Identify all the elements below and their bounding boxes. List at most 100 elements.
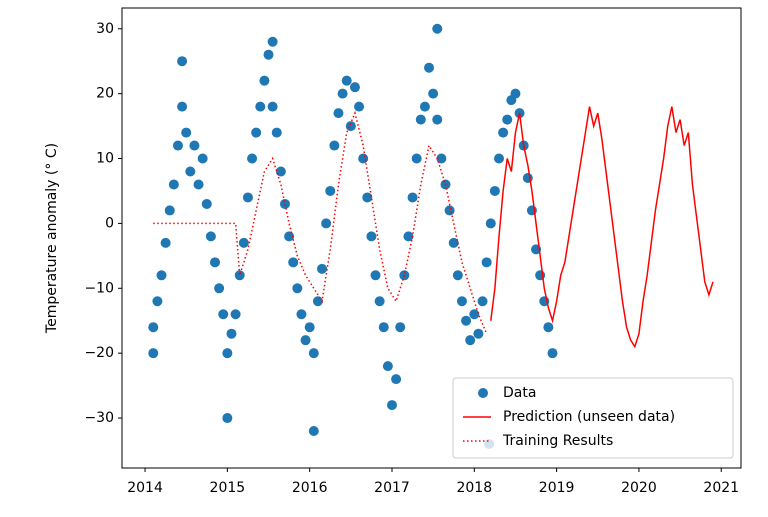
x-tick-label: 2014 xyxy=(127,480,163,496)
data-point xyxy=(469,309,480,320)
data-point xyxy=(300,335,311,346)
legend-box xyxy=(452,377,734,459)
y-tick-label: −20 xyxy=(84,345,114,361)
data-point xyxy=(172,140,183,151)
data-point xyxy=(485,218,496,229)
data-point xyxy=(452,270,463,281)
data-point xyxy=(226,328,237,339)
data-point xyxy=(502,114,513,125)
data-point xyxy=(370,270,381,281)
data-point xyxy=(284,231,295,242)
data-point xyxy=(148,322,159,333)
data-point xyxy=(177,56,188,67)
data-point xyxy=(395,322,406,333)
data-point xyxy=(419,101,430,112)
line xyxy=(490,106,714,349)
data-point xyxy=(477,296,488,307)
data-point xyxy=(181,127,192,138)
data-point xyxy=(337,88,348,99)
data-point xyxy=(374,296,385,307)
data-point xyxy=(205,231,216,242)
data-point xyxy=(242,192,253,203)
data-point xyxy=(358,153,369,164)
data-point xyxy=(345,121,356,132)
x-tick-label: 2016 xyxy=(292,480,328,496)
data-point xyxy=(333,108,344,119)
data-point xyxy=(160,237,171,248)
data-point xyxy=(547,348,558,359)
data-point xyxy=(193,179,204,190)
data-point xyxy=(349,82,360,93)
data-point xyxy=(288,257,299,268)
data-point xyxy=(308,426,319,437)
data-point xyxy=(304,322,315,333)
data-point xyxy=(424,62,435,73)
data-point xyxy=(308,348,319,359)
data-point xyxy=(325,185,336,196)
x-tick-label: 2021 xyxy=(703,480,739,496)
data-point xyxy=(317,263,328,274)
data-point xyxy=(152,296,163,307)
data-point xyxy=(164,205,175,216)
data-point xyxy=(148,348,159,359)
data-point xyxy=(432,23,443,34)
data-point xyxy=(407,192,418,203)
data-point xyxy=(543,322,554,333)
data-point xyxy=(197,153,208,164)
data-point xyxy=(267,36,278,47)
data-point xyxy=(428,88,439,99)
data-point xyxy=(362,192,373,203)
data-point xyxy=(391,374,402,385)
data-point xyxy=(522,172,533,183)
x-tick-label: 2015 xyxy=(210,480,246,496)
data-point xyxy=(354,101,365,112)
data-point xyxy=(448,237,459,248)
data-point xyxy=(329,140,340,151)
data-point xyxy=(292,283,303,294)
y-tick-label: 0 xyxy=(105,215,114,231)
data-point xyxy=(498,127,509,138)
y-tick-label: 20 xyxy=(96,86,114,102)
data-point xyxy=(432,114,443,125)
y-tick-label: 30 xyxy=(96,21,114,37)
legend-label: Training Results xyxy=(502,433,613,449)
data-point xyxy=(267,101,278,112)
x-tick-label: 2019 xyxy=(539,480,575,496)
data-point xyxy=(247,153,258,164)
legend-label: Data xyxy=(503,385,536,401)
data-point xyxy=(296,309,307,320)
data-point xyxy=(259,75,270,86)
data-point xyxy=(378,322,389,333)
data-point xyxy=(481,257,492,268)
x-tick-label: 2018 xyxy=(456,480,492,496)
data-point xyxy=(234,270,245,281)
data-point xyxy=(366,231,377,242)
line xyxy=(153,110,488,334)
data-point xyxy=(218,309,229,320)
data-point xyxy=(251,127,262,138)
data-point xyxy=(465,335,476,346)
data-point xyxy=(156,270,167,281)
y-tick-label: −30 xyxy=(84,410,114,426)
data-point xyxy=(210,257,221,268)
data-point xyxy=(444,205,455,216)
data-point xyxy=(263,49,274,60)
y-axis-label: Temperature anomaly (° C) xyxy=(44,143,60,334)
x-tick-label: 2020 xyxy=(621,480,657,496)
data-point xyxy=(436,153,447,164)
data-point xyxy=(201,198,212,209)
legend-label: Prediction (unseen data) xyxy=(503,409,675,425)
data-point xyxy=(382,361,393,372)
data-point xyxy=(238,237,249,248)
data-point xyxy=(185,166,196,177)
data-point xyxy=(177,101,188,112)
data-point xyxy=(461,315,472,326)
data-point xyxy=(321,218,332,229)
data-point xyxy=(255,101,266,112)
data-point xyxy=(230,309,241,320)
data-point xyxy=(341,75,352,86)
data-point xyxy=(275,166,286,177)
data-point xyxy=(403,231,414,242)
data-point xyxy=(168,179,179,190)
